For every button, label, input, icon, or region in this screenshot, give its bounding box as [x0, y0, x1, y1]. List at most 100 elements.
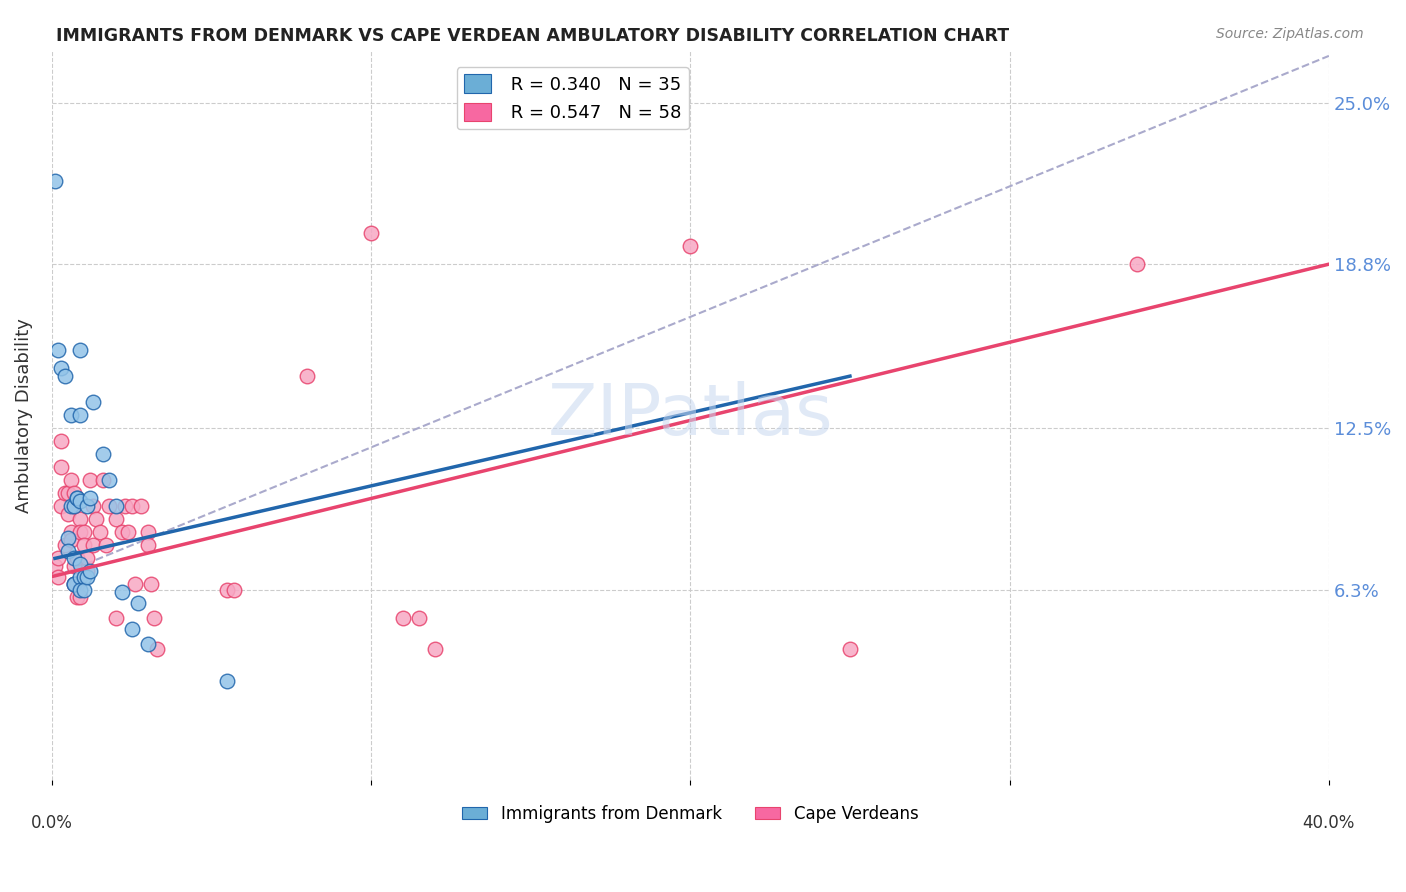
- Text: Source: ZipAtlas.com: Source: ZipAtlas.com: [1216, 27, 1364, 41]
- Point: [44, 559, 66, 574]
- Point: [79, 491, 101, 506]
- Text: 0.0%: 0.0%: [31, 814, 73, 832]
- Point: [59, 473, 82, 487]
- Point: [73, 538, 96, 552]
- Point: [217, 673, 239, 688]
- Point: [89, 525, 111, 540]
- Point: [53, 538, 76, 552]
- Point: [104, 512, 127, 526]
- Point: [136, 538, 159, 552]
- Point: [98, 500, 121, 514]
- Point: [63, 577, 86, 591]
- Point: [63, 559, 86, 574]
- Point: [1126, 257, 1149, 271]
- Point: [360, 226, 382, 240]
- Point: [79, 565, 101, 579]
- Point: [51, 500, 73, 514]
- Point: [423, 642, 446, 657]
- Point: [51, 434, 73, 449]
- Point: [46, 569, 69, 583]
- Point: [44, 174, 66, 188]
- Point: [408, 611, 430, 625]
- Point: [392, 611, 415, 625]
- Point: [94, 538, 117, 552]
- Point: [222, 582, 245, 597]
- Point: [73, 582, 96, 597]
- Y-axis label: Ambulatory Disability: Ambulatory Disability: [15, 318, 32, 513]
- Point: [69, 525, 91, 540]
- Point: [111, 525, 134, 540]
- Point: [66, 491, 89, 506]
- Point: [63, 486, 86, 500]
- Point: [139, 577, 162, 591]
- Point: [129, 500, 152, 514]
- Point: [76, 500, 98, 514]
- Point: [63, 577, 86, 591]
- Legend: Immigrants from Denmark, Cape Verdeans: Immigrants from Denmark, Cape Verdeans: [456, 798, 925, 830]
- Point: [136, 525, 159, 540]
- Point: [679, 239, 702, 253]
- Point: [51, 460, 73, 475]
- Point: [127, 596, 149, 610]
- Point: [56, 486, 79, 500]
- Point: [46, 551, 69, 566]
- Point: [217, 582, 239, 597]
- Point: [76, 569, 98, 583]
- Point: [73, 525, 96, 540]
- Point: [121, 622, 143, 636]
- Point: [136, 637, 159, 651]
- Point: [146, 642, 169, 657]
- Point: [46, 343, 69, 357]
- Point: [82, 395, 104, 409]
- Point: [53, 486, 76, 500]
- Point: [69, 591, 91, 605]
- Point: [114, 500, 136, 514]
- Point: [69, 569, 91, 583]
- Point: [124, 577, 146, 591]
- Point: [66, 591, 89, 605]
- Point: [51, 361, 73, 376]
- Point: [98, 473, 121, 487]
- Point: [59, 525, 82, 540]
- Point: [69, 512, 91, 526]
- Point: [104, 500, 127, 514]
- Point: [69, 494, 91, 508]
- Point: [59, 500, 82, 514]
- Point: [86, 512, 108, 526]
- Point: [839, 642, 862, 657]
- Point: [59, 533, 82, 548]
- Point: [76, 551, 98, 566]
- Point: [79, 473, 101, 487]
- Point: [121, 500, 143, 514]
- Point: [59, 408, 82, 422]
- Point: [295, 369, 318, 384]
- Point: [117, 525, 139, 540]
- Point: [69, 343, 91, 357]
- Text: IMMIGRANTS FROM DENMARK VS CAPE VERDEAN AMBULATORY DISABILITY CORRELATION CHART: IMMIGRANTS FROM DENMARK VS CAPE VERDEAN …: [56, 27, 1010, 45]
- Point: [69, 582, 91, 597]
- Point: [56, 543, 79, 558]
- Point: [111, 585, 134, 599]
- Point: [56, 531, 79, 545]
- Point: [142, 611, 165, 625]
- Point: [63, 500, 86, 514]
- Point: [91, 447, 114, 461]
- Point: [104, 611, 127, 625]
- Point: [82, 538, 104, 552]
- Text: 40.0%: 40.0%: [1303, 814, 1355, 832]
- Point: [66, 491, 89, 506]
- Point: [69, 557, 91, 571]
- Point: [63, 551, 86, 566]
- Point: [91, 473, 114, 487]
- Point: [76, 565, 98, 579]
- Text: ZIPatlas: ZIPatlas: [547, 381, 834, 450]
- Point: [69, 408, 91, 422]
- Point: [82, 500, 104, 514]
- Point: [66, 577, 89, 591]
- Point: [63, 500, 86, 514]
- Point: [63, 577, 86, 591]
- Point: [66, 551, 89, 566]
- Point: [56, 507, 79, 521]
- Point: [73, 569, 96, 583]
- Point: [53, 369, 76, 384]
